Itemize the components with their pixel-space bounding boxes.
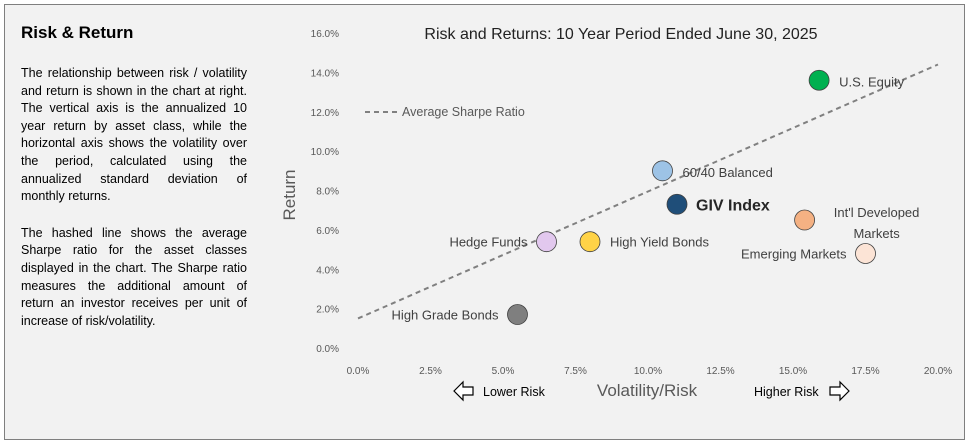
right-arrow-icon [829, 380, 850, 402]
x-tick-labels: 0.0% 2.5% 5.0% 7.5% 10.0% 12.5% 15.0% 17.5% 20.0… [347, 366, 953, 377]
x-tick-label: 20.0% [924, 366, 952, 377]
data-point [507, 304, 528, 325]
x-axis-label: Volatility/Risk [597, 381, 698, 400]
y-tick-label: 0.0% [316, 344, 339, 355]
left-arrow-icon [453, 380, 474, 402]
y-tick-label: 8.0% [316, 187, 339, 198]
x-tick-label: 10.0% [634, 366, 662, 377]
y-tick-label: 4.0% [316, 265, 339, 276]
data-point [536, 231, 557, 253]
legend-label: Average Sharpe Ratio [402, 105, 525, 119]
y-tick-label: 14.0% [311, 68, 339, 79]
data-point [808, 69, 830, 91]
legend: Average Sharpe Ratio [365, 105, 525, 119]
data-label: High Yield Bonds [610, 235, 710, 250]
sidebar-title: Risk & Return [21, 23, 134, 42]
x-tick-label: 0.0% [347, 366, 370, 377]
data-label: Hedge Funds [449, 235, 528, 250]
data-label: Emerging Markets [741, 247, 847, 262]
sidebar-paragraph-risk-return: The relationship between risk / volatili… [21, 66, 247, 204]
sharpe-line-layer [357, 63, 939, 320]
data-points [507, 69, 876, 325]
y-tick-label: 12.0% [311, 108, 339, 119]
sharpe-ratio-line [357, 63, 939, 320]
lower-risk-label: Lower Risk [483, 385, 546, 399]
chart-title: Risk and Returns: 10 Year Period Ended J… [424, 26, 817, 43]
x-tick-label: 12.5% [706, 366, 734, 377]
x-tick-label: 15.0% [779, 366, 807, 377]
data-point [855, 243, 876, 264]
chart-panel: Risk & Return The relationship between r… [4, 4, 965, 440]
x-tick-label: 7.5% [564, 366, 587, 377]
y-tick-label: 6.0% [316, 226, 339, 237]
higher-risk-label: Higher Risk [754, 385, 819, 399]
data-labels: U.S. Equity 60/40 Balanced GIV Index Int'l … [392, 74, 920, 322]
data-point [579, 231, 601, 253]
scatter-plot: Risk and Returns: 10 Year Period Ended J… [280, 26, 953, 402]
data-label: U.S. Equity [839, 74, 905, 89]
data-point [666, 193, 688, 215]
y-axis-label: Return [280, 169, 299, 220]
y-tick-label: 10.0% [311, 147, 339, 158]
data-label: Int'l Developed Markets [834, 205, 920, 241]
sidebar-paragraph-sharpe: The hashed line shows the average Sharpe… [21, 225, 247, 328]
y-tick-label: 2.0% [316, 305, 339, 316]
data-point [652, 160, 673, 182]
x-tick-label: 5.0% [492, 366, 515, 377]
data-label: High Grade Bonds [392, 308, 499, 323]
higher-risk-indicator: Higher Risk [754, 380, 850, 402]
data-point [794, 209, 815, 231]
y-tick-label: 16.0% [311, 29, 339, 40]
lower-risk-indicator: Lower Risk [453, 380, 546, 402]
data-label: 60/40 Balanced [683, 165, 773, 180]
sidebar: Risk & Return The relationship between r… [21, 23, 247, 349]
x-tick-label: 2.5% [419, 366, 442, 377]
data-label: GIV Index [696, 197, 770, 214]
x-tick-label: 17.5% [851, 366, 879, 377]
y-tick-labels: 0.0% 2.0% 4.0% 6.0% 8.0% 10.0% 12.0% 14.0% 16.0% [311, 29, 339, 355]
